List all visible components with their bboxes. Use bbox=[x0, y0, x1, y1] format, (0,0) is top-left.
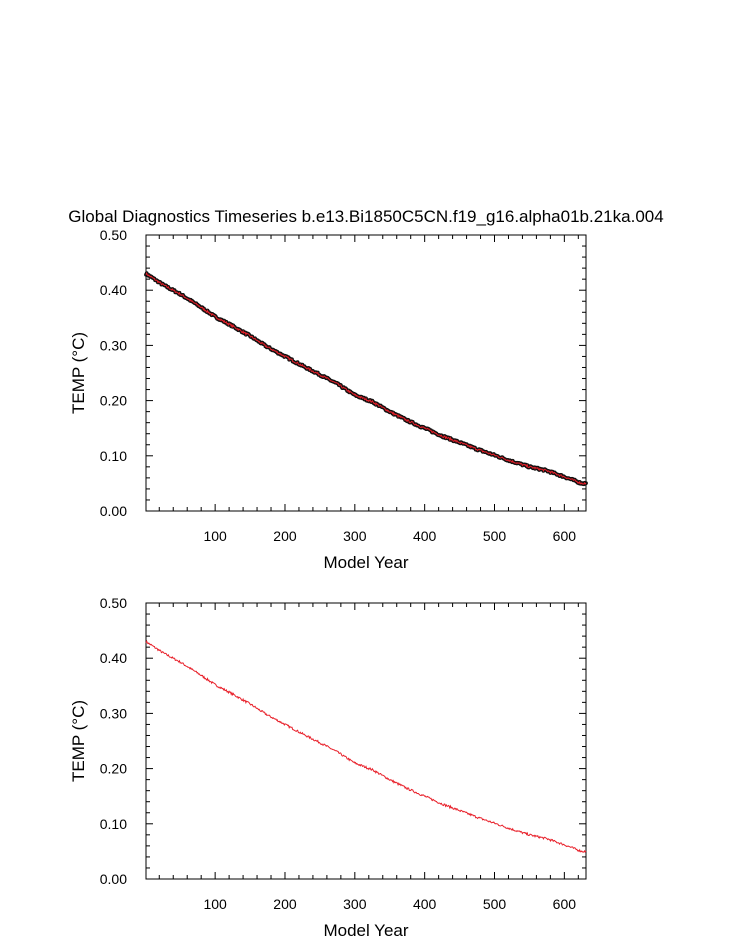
y-tick-label: 0.30 bbox=[100, 705, 127, 721]
bottom-panel: 100 200 300 400 500 600 0.00 0.10 0.20 0.30 0.40 0.… bbox=[69, 595, 587, 940]
y-tick-label: 0.50 bbox=[100, 227, 127, 243]
y-tick-label: 0.10 bbox=[100, 448, 127, 464]
chart-title: Global Diagnostics Timeseries b.e13.Bi18… bbox=[68, 207, 663, 226]
y-tick-label: 0.40 bbox=[100, 650, 127, 666]
x-tick-label: 400 bbox=[413, 528, 437, 544]
x-tick-label: 500 bbox=[483, 528, 507, 544]
x-tick-label: 200 bbox=[273, 528, 297, 544]
x-tick-label: 500 bbox=[483, 896, 507, 912]
y-tick-label: 0.40 bbox=[100, 282, 127, 298]
series-line bbox=[145, 639, 587, 853]
x-axis-title: Model Year bbox=[323, 553, 408, 572]
x-tick-label: 600 bbox=[553, 896, 577, 912]
y-tick-label: 0.30 bbox=[100, 337, 127, 353]
marker-group bbox=[144, 271, 588, 487]
y-axis-title: TEMP (°C) bbox=[69, 332, 88, 414]
x-axis-title: Model Year bbox=[323, 921, 408, 940]
series-line bbox=[145, 271, 587, 485]
x-tick-label: 100 bbox=[203, 896, 227, 912]
top-panel: 100 200 300 400 500 600 0.00 0.10 0.20 0.30 0.40 0.… bbox=[69, 227, 588, 572]
y-tick-label: 0.00 bbox=[100, 871, 127, 887]
y-tick-label: 0.00 bbox=[100, 503, 127, 519]
x-tick-label: 400 bbox=[413, 896, 437, 912]
y-tick-label: 0.50 bbox=[100, 595, 127, 611]
y-tick-label: 0.20 bbox=[100, 393, 127, 409]
y-tick-label: 0.10 bbox=[100, 816, 127, 832]
plot-frame bbox=[145, 234, 587, 512]
y-axis-title: TEMP (°C) bbox=[69, 700, 88, 782]
x-tick-label: 100 bbox=[203, 528, 227, 544]
plot-frame bbox=[145, 602, 587, 880]
x-tick-label: 600 bbox=[553, 528, 577, 544]
x-tick-label: 200 bbox=[273, 896, 297, 912]
x-tick-label: 300 bbox=[343, 528, 367, 544]
x-tick-label: 300 bbox=[343, 896, 367, 912]
y-tick-label: 0.20 bbox=[100, 761, 127, 777]
